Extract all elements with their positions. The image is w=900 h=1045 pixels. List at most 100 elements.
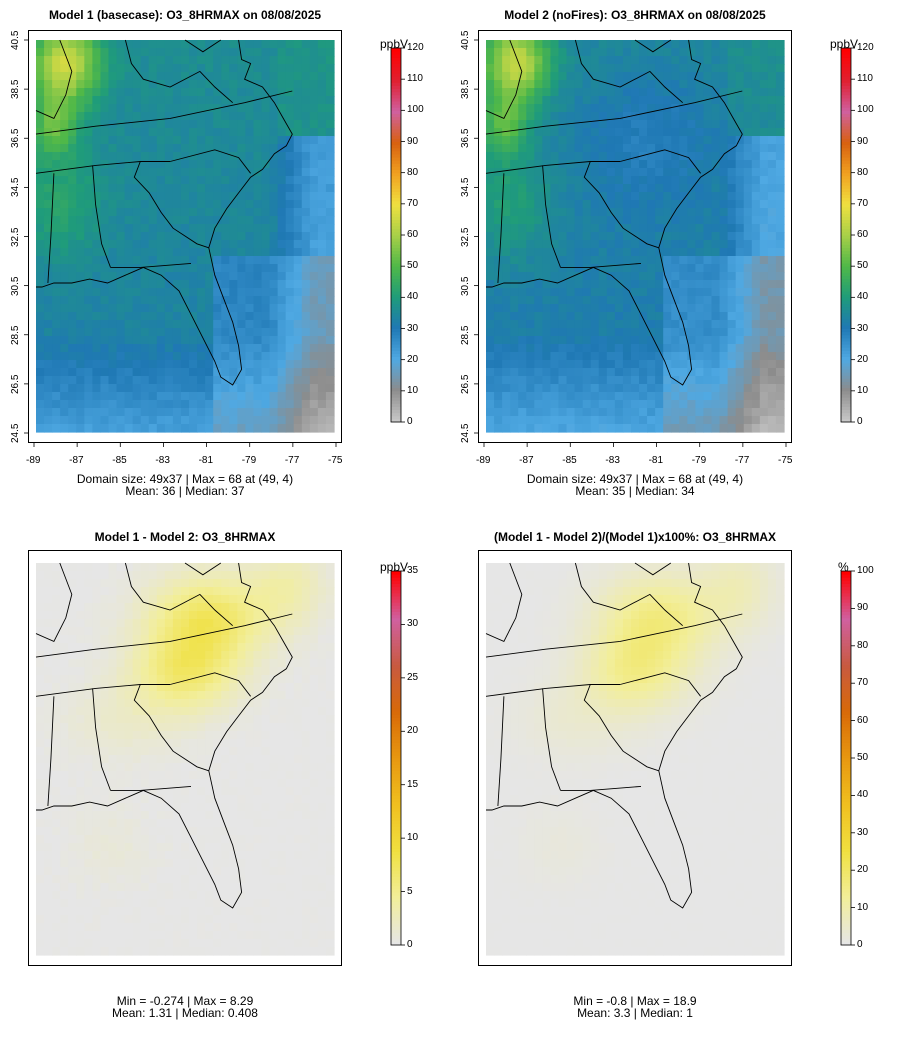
grid-cell	[229, 184, 238, 193]
grid-cell	[269, 731, 279, 740]
grid-cell	[36, 787, 45, 796]
grid-cell	[172, 352, 182, 361]
grid-cell	[277, 304, 287, 313]
grid-cell	[108, 843, 118, 852]
grid-cell	[140, 667, 150, 676]
grid-cell	[590, 336, 600, 345]
grid-cell	[534, 424, 543, 433]
grid-cell	[60, 755, 69, 764]
grid-cell	[767, 360, 777, 369]
grid-cell	[486, 144, 495, 153]
grid-cell	[84, 64, 93, 73]
grid-cell	[301, 400, 311, 409]
grid-cell	[671, 128, 680, 137]
grid-cell	[189, 755, 198, 764]
grid-cell	[309, 675, 319, 684]
grid-cell	[639, 128, 648, 137]
grid-cell	[647, 208, 656, 217]
grid-cell	[92, 304, 102, 313]
grid-cell	[132, 651, 142, 660]
grid-cell	[132, 160, 142, 169]
grid-cell	[510, 400, 519, 409]
grid-cell	[253, 240, 263, 249]
grid-cell	[132, 787, 142, 796]
grid-cell	[574, 320, 584, 329]
grid-cell	[189, 352, 198, 361]
grid-cell	[76, 112, 85, 121]
grid-cell	[124, 795, 134, 804]
grid-cell	[695, 424, 705, 433]
grid-cell	[100, 176, 110, 185]
grid-cell	[68, 96, 77, 105]
grid-cell	[719, 344, 729, 353]
grid-cell	[229, 731, 238, 740]
grid-cell	[213, 587, 222, 596]
grid-cell	[486, 176, 495, 185]
grid-cell	[542, 264, 552, 273]
grid-cell	[751, 96, 761, 105]
grid-cell	[743, 168, 753, 177]
grid-cell	[679, 336, 688, 345]
grid-cell	[598, 184, 608, 193]
grid-cell	[221, 224, 230, 233]
grid-cell	[614, 96, 624, 105]
grid-cell	[655, 360, 664, 369]
grid-cell	[60, 240, 69, 249]
grid-cell	[727, 312, 737, 321]
grid-cell	[598, 232, 608, 241]
grid-cell	[124, 587, 134, 596]
grid-cell	[663, 152, 672, 161]
grid-cell	[229, 168, 238, 177]
grid-cell	[309, 691, 319, 700]
grid-cell	[542, 56, 552, 65]
grid-cell	[510, 336, 519, 345]
grid-cell	[140, 296, 150, 305]
grid-cell	[164, 216, 174, 225]
grid-cell	[132, 392, 142, 401]
grid-cell	[711, 96, 721, 105]
grid-cell	[116, 272, 126, 281]
grid-cell	[767, 256, 777, 265]
grid-cell	[124, 691, 134, 700]
grid-cell	[671, 272, 680, 281]
grid-cell	[502, 272, 511, 281]
grid-cell	[180, 136, 190, 145]
grid-cell	[132, 771, 142, 780]
grid-cell	[180, 216, 190, 225]
grid-cell	[68, 691, 77, 700]
grid-cell	[486, 208, 495, 217]
grid-cell	[647, 344, 656, 353]
grid-cell	[92, 216, 102, 225]
grid-cell	[269, 296, 279, 305]
grid-cell	[52, 240, 61, 249]
grid-cell	[574, 192, 584, 201]
grid-cell	[671, 384, 680, 393]
grid-cell	[269, 144, 279, 153]
grid-cell	[269, 715, 279, 724]
grid-cell	[775, 368, 785, 377]
grid-cell	[140, 731, 150, 740]
grid-cell	[172, 803, 182, 812]
grid-cell	[743, 120, 753, 129]
grid-cell	[486, 232, 495, 241]
grid-cell	[317, 587, 327, 596]
grid-cell	[52, 651, 61, 660]
grid-cell	[132, 328, 142, 337]
grid-cell	[542, 120, 552, 129]
grid-cell	[711, 104, 721, 113]
grid-cell	[518, 144, 527, 153]
grid-cell	[180, 352, 190, 361]
grid-cell	[663, 192, 672, 201]
grid-cell	[245, 120, 255, 129]
grid-cell	[205, 72, 214, 81]
grid-cell	[285, 715, 295, 724]
grid-cell	[550, 280, 560, 289]
grid-cell	[253, 40, 263, 49]
grid-cell	[679, 80, 688, 89]
grid-cell	[751, 360, 761, 369]
grid-cell	[277, 168, 287, 177]
grid-cell	[221, 811, 230, 820]
grid-cell	[229, 72, 238, 81]
grid-cell	[68, 288, 77, 297]
